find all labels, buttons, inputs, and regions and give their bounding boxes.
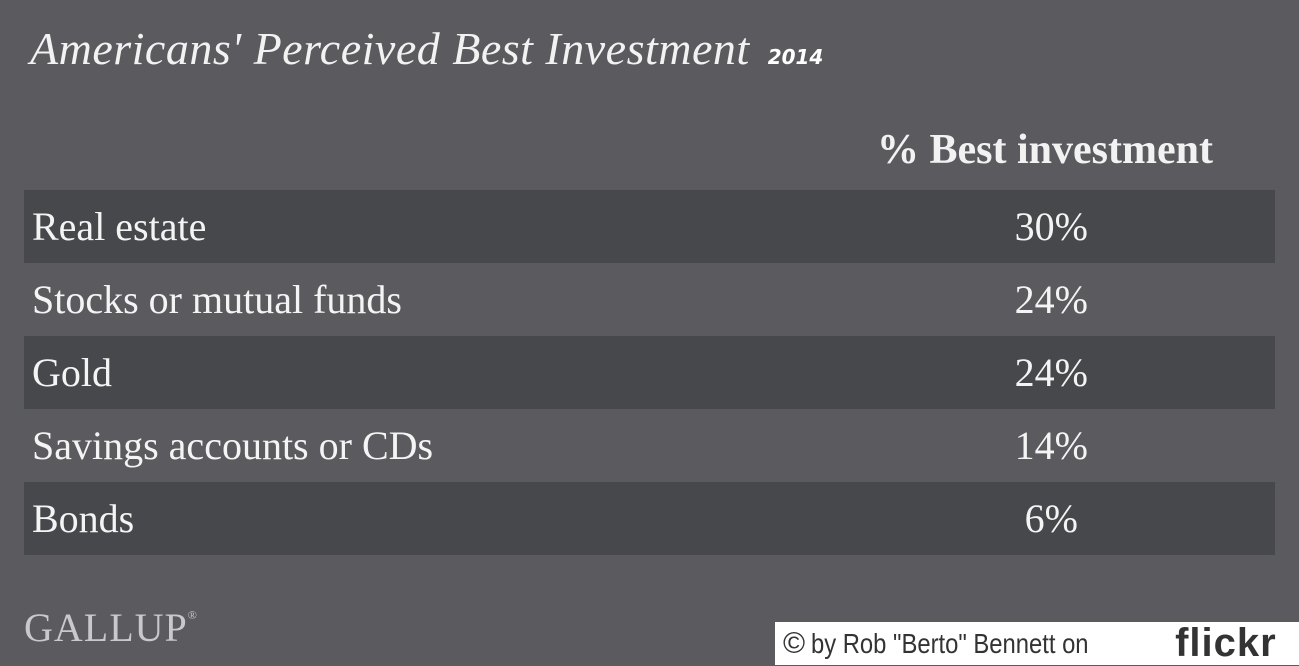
row-value: 30% [1014, 204, 1088, 249]
photo-credit[interactable]: © by Rob "Berto" Bennett on flickr [775, 621, 1299, 665]
copyright-icon: © [783, 626, 806, 660]
table-row: Bonds 6% [24, 482, 1275, 555]
row-value: 6% [1024, 496, 1078, 541]
title-row: Americans' Perceived Best Investment 201… [30, 22, 823, 75]
table-row: Gold 24% [24, 336, 1275, 409]
row-label: Stocks or mutual funds [32, 277, 402, 322]
row-value: 24% [1014, 277, 1088, 322]
table-row: Savings accounts or CDs 14% [24, 409, 1275, 482]
row-value: 24% [1014, 350, 1088, 395]
row-label: Gold [32, 350, 112, 395]
credit-text: by Rob "Berto" Bennett on [811, 627, 1089, 659]
table-row: Stocks or mutual funds 24% [24, 263, 1275, 336]
data-table: Real estate 30% Stocks or mutual funds 24% G… [24, 190, 1275, 555]
row-label: Real estate [32, 204, 207, 249]
registered-mark: ® [187, 608, 198, 622]
chart-title: Americans' Perceived Best Investment [30, 23, 750, 74]
row-label: Savings accounts or CDs [32, 423, 434, 468]
row-value: 14% [1014, 423, 1088, 468]
table-row: Real estate 30% [24, 190, 1275, 263]
flickr-logo: flickr [1175, 621, 1277, 665]
chart-year: 2014 [767, 45, 824, 69]
gallup-logo: GALLUP® [24, 604, 198, 651]
column-header: % Best investment [877, 127, 1213, 173]
logo-text: GALLUP [24, 605, 188, 650]
row-label: Bonds [32, 496, 135, 541]
